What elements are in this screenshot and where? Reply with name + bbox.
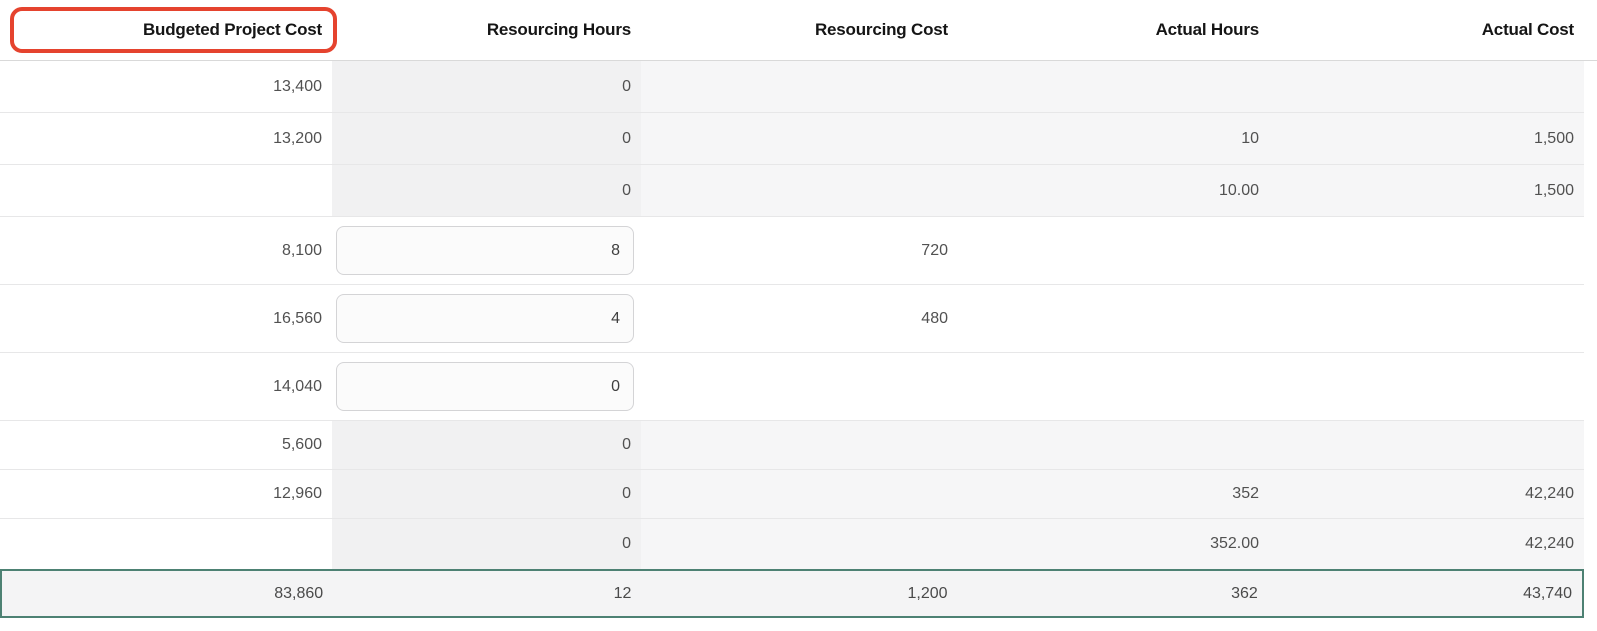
column-header-budgeted-project-cost[interactable]: Budgeted Project Cost [142, 20, 322, 39]
cell-actual-cost [1269, 217, 1584, 284]
table-body: 13,400 0 13,200 0 10 1,500 0 10.00 1,500… [0, 61, 1597, 569]
table-row: 16,560 480 [0, 285, 1584, 353]
cell-resourcing-cost [641, 421, 958, 469]
cell-actual-hours: 352.00 [958, 519, 1269, 569]
table-row: 8,100 720 [0, 217, 1584, 285]
cell-actual-hours: 352 [958, 470, 1269, 518]
cell-actual-hours [958, 217, 1269, 284]
cell-budgeted-project-cost: 13,200 [0, 113, 332, 164]
cell-resourcing-cost [641, 470, 958, 518]
cell-budgeted-project-cost: 16,560 [0, 285, 332, 352]
cell-budgeted-project-cost: 8,100 [0, 217, 332, 284]
cell-resourcing-cost [641, 61, 958, 112]
cell-budgeted-project-cost [0, 165, 332, 216]
cell-budgeted-project-cost: 12,960 [0, 470, 332, 518]
cell-actual-cost [1269, 353, 1584, 420]
cell-resourcing-hours [332, 285, 641, 352]
cell-resourcing-hours: 0 [332, 421, 641, 469]
cell-actual-hours: 10.00 [958, 165, 1269, 216]
cell-resourcing-cost: 480 [641, 285, 958, 352]
cell-resourcing-cost [641, 165, 958, 216]
cell-actual-cost: 1,500 [1269, 165, 1584, 216]
resourcing-hours-input[interactable] [336, 294, 634, 343]
cell-actual-cost [1269, 421, 1584, 469]
table-row: 5,600 0 [0, 421, 1584, 470]
table-row: 13,200 0 10 1,500 [0, 113, 1584, 165]
cell-actual-cost [1269, 285, 1584, 352]
cell-resourcing-hours: 0 [332, 165, 641, 216]
cell-budgeted-project-cost: 5,600 [0, 421, 332, 469]
total-row: 83,860 12 1,200 362 43,740 [0, 569, 1584, 618]
column-header-resourcing-hours[interactable]: Resourcing Hours [486, 20, 631, 39]
table-header-row: Budgeted Project Cost Resourcing Hours R… [0, 0, 1597, 61]
cell-actual-cost [1269, 61, 1584, 112]
table-row: 12,960 0 352 42,240 [0, 470, 1584, 519]
total-resourcing-cost: 1,200 [907, 584, 948, 602]
cell-resourcing-hours [332, 217, 641, 284]
cell-resourcing-hours: 0 [332, 61, 641, 112]
cell-resourcing-hours: 0 [332, 519, 641, 569]
cell-budgeted-project-cost: 14,040 [0, 353, 332, 420]
cell-budgeted-project-cost [0, 519, 332, 569]
total-budgeted-project-cost: 83,860 [274, 584, 324, 602]
cell-resourcing-hours: 0 [332, 470, 641, 518]
table-row: 0 352.00 42,240 [0, 519, 1584, 569]
total-resourcing-hours: 12 [613, 584, 632, 602]
cell-actual-hours [958, 285, 1269, 352]
cell-resourcing-cost: 720 [641, 217, 958, 284]
cell-actual-cost: 1,500 [1269, 113, 1584, 164]
total-actual-hours: 362 [1231, 584, 1258, 602]
cell-actual-cost: 42,240 [1269, 519, 1584, 569]
cell-resourcing-hours: 0 [332, 113, 641, 164]
table-row: 13,400 0 [0, 61, 1584, 113]
resourcing-hours-input[interactable] [336, 362, 634, 411]
cell-actual-hours [958, 421, 1269, 469]
resourcing-hours-input[interactable] [336, 226, 634, 275]
cell-actual-cost: 42,240 [1269, 470, 1584, 518]
cell-resourcing-cost [641, 113, 958, 164]
table-row: 14,040 [0, 353, 1584, 421]
column-header-actual-cost[interactable]: Actual Cost [1481, 20, 1574, 39]
total-actual-cost: 43,740 [1523, 584, 1572, 602]
column-header-resourcing-cost[interactable]: Resourcing Cost [814, 20, 948, 39]
cell-budgeted-project-cost: 13,400 [0, 61, 332, 112]
cell-resourcing-cost [641, 519, 958, 569]
cell-resourcing-hours [332, 353, 641, 420]
cell-resourcing-cost [641, 353, 958, 420]
table-row: 0 10.00 1,500 [0, 165, 1584, 217]
cell-actual-hours: 10 [958, 113, 1269, 164]
cell-actual-hours [958, 61, 1269, 112]
column-header-actual-hours[interactable]: Actual Hours [1155, 20, 1260, 39]
cell-actual-hours [958, 353, 1269, 420]
